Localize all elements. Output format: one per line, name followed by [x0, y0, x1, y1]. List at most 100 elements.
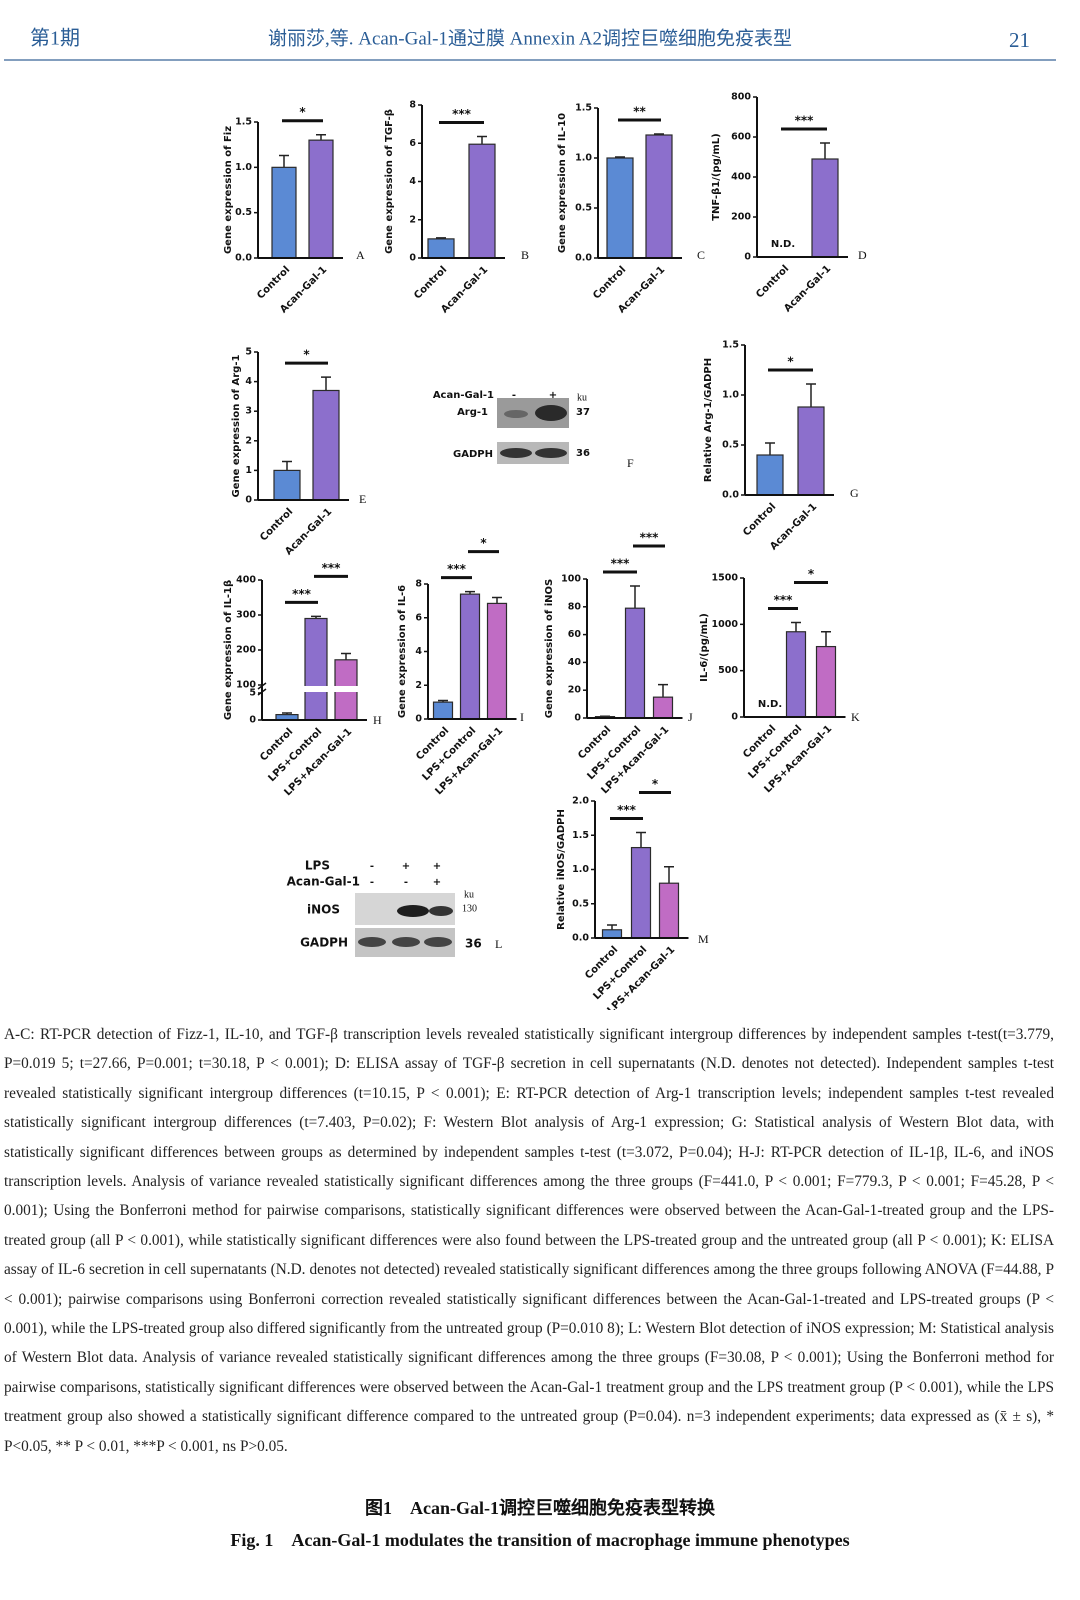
panel-label: M	[698, 932, 709, 946]
error-bar	[658, 683, 668, 698]
band	[500, 448, 532, 458]
error-bar	[282, 460, 292, 471]
significance-label: *	[303, 348, 310, 362]
bar	[308, 139, 334, 259]
bar	[486, 602, 508, 720]
y-axis-label: TNF-β1/(pg/mL)	[711, 133, 722, 221]
y-tick-label: 0.5	[722, 440, 739, 451]
panel-label: E	[359, 492, 366, 506]
bar	[427, 238, 455, 259]
panel-label: H	[373, 713, 382, 727]
y-tick-label: 0.5	[572, 898, 589, 909]
y-tick-label: 4	[245, 376, 252, 387]
bar	[815, 645, 837, 718]
blot-condition: Acan-Gal-1	[287, 875, 360, 889]
y-tick-label: 2	[409, 214, 416, 225]
y-tick-label: 8	[409, 100, 416, 111]
y-axis-label: Relative iNOS/GADPH	[556, 809, 567, 930]
blot-sign: +	[433, 861, 441, 872]
y-tick-label: 1.0	[722, 390, 739, 401]
blot-size: 37	[576, 407, 590, 418]
y-tick-label: 1000	[712, 619, 739, 630]
blot-unit: ku	[464, 889, 474, 900]
y-tick-label: 5	[249, 688, 256, 699]
y-tick-label: 1500	[712, 573, 739, 584]
figure-title-en: Fig. 1 Acan-Gal-1 modulates the transiti…	[230, 1530, 850, 1550]
error-bar	[636, 831, 646, 848]
error-bar	[341, 652, 351, 660]
y-axis-label: Gene expression of TGF-β	[384, 109, 395, 254]
y-axis-label: Gene expression of iNOS	[544, 579, 555, 718]
panel-label: J	[688, 710, 693, 724]
panel-label: C	[697, 248, 705, 262]
band	[535, 448, 567, 458]
bar	[811, 158, 839, 258]
error-bar	[791, 621, 801, 632]
blot-protein: Arg-1	[457, 407, 488, 418]
bar	[624, 607, 646, 719]
bar	[606, 157, 634, 259]
y-tick-label: 20	[568, 685, 582, 696]
blot-protein: GADPH	[453, 449, 493, 460]
page-number: 21	[1009, 28, 1030, 52]
x-tick-label: Control	[741, 501, 778, 538]
y-tick-label: 0	[574, 713, 581, 724]
panel-label: I	[520, 710, 524, 724]
y-tick-label: 0	[245, 495, 252, 506]
error-bar	[321, 376, 331, 391]
y-tick-label: 0	[731, 712, 738, 723]
caption: A-C: RT-PCR detection of Fizz-1, IL-10, …	[4, 1026, 1054, 1455]
y-tick-label: 600	[731, 132, 751, 143]
band	[504, 410, 528, 418]
panel-label: K	[851, 710, 860, 724]
panel-label: L	[495, 937, 502, 951]
band	[397, 905, 429, 917]
running-title: 谢丽莎,等. Acan-Gal-1通过膜 Annexin A2调控巨噬细胞免疫表…	[268, 27, 792, 49]
axis-break-gap	[256, 686, 367, 692]
y-axis-label: Gene expression of Arg-1	[231, 354, 242, 497]
x-tick-label: Control	[591, 264, 628, 301]
y-tick-label: 800	[731, 92, 751, 103]
error-bar	[765, 442, 775, 455]
y-tick-label: 0.5	[575, 203, 592, 214]
significance-label: *	[652, 777, 659, 791]
bar	[459, 593, 481, 720]
blot-size: 130	[462, 903, 477, 914]
error-bar	[820, 142, 830, 159]
blot-condition: Acan-Gal-1	[433, 390, 494, 401]
y-tick-label: 4	[415, 646, 422, 657]
error-bar	[607, 924, 617, 930]
y-tick-label: 6	[415, 612, 422, 623]
y-axis-label: IL-6/(pg/mL)	[699, 613, 710, 682]
y-tick-label: 0	[409, 253, 416, 264]
y-tick-label: 1.0	[572, 864, 589, 875]
y-tick-label: 400	[731, 172, 751, 183]
y-tick-label: 0	[415, 714, 422, 725]
blot-sign: +	[549, 390, 557, 401]
panel-label: G	[850, 486, 859, 500]
y-axis-label: Gene expression of IL-1β	[223, 580, 234, 720]
error-bar	[316, 133, 326, 141]
y-tick-label: 2	[415, 680, 422, 691]
bar	[756, 454, 784, 496]
blot-size: 36	[576, 448, 590, 459]
error-bar	[477, 135, 487, 145]
y-tick-label: 0	[744, 252, 751, 263]
blot-sign: -	[370, 861, 374, 872]
y-tick-label: 6	[409, 138, 416, 149]
blot-size: 36	[465, 937, 482, 951]
blot-sign: +	[433, 877, 441, 888]
y-tick-label: 1.5	[235, 117, 252, 128]
y-tick-label: 0.0	[575, 253, 592, 264]
y-tick-label: 1.5	[722, 340, 739, 351]
x-tick-label: Control	[412, 264, 449, 301]
y-tick-label: 0.5	[235, 207, 252, 218]
y-tick-label: 1.5	[572, 830, 589, 841]
not-detected-label: N.D.	[758, 699, 782, 710]
significance-label: ***	[292, 587, 312, 601]
blot-unit: ku	[577, 392, 587, 403]
bar	[432, 701, 454, 720]
x-tick-label: LPS+Control	[267, 726, 325, 784]
significance-label: *	[299, 105, 306, 119]
y-axis-label: Gene expression of IL-10	[557, 113, 568, 253]
